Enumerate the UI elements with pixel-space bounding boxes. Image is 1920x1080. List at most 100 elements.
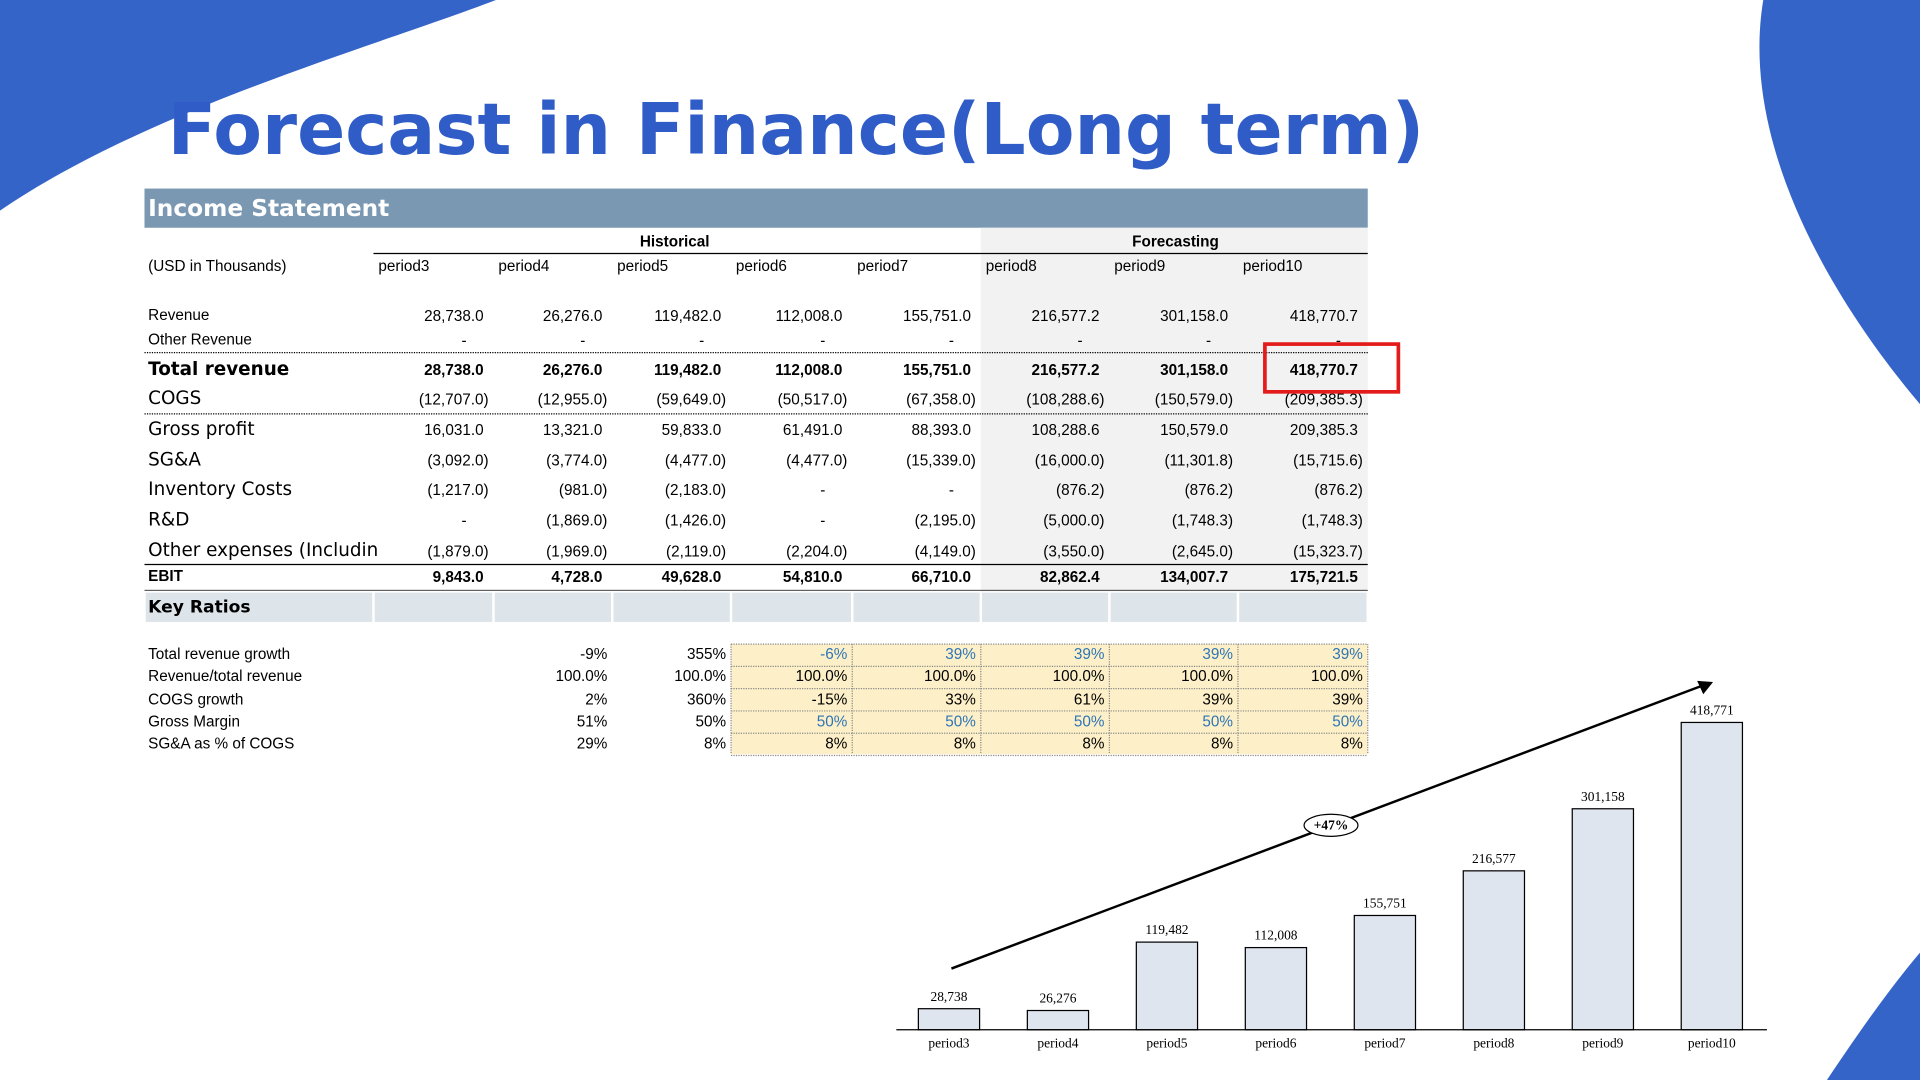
column-header: period8 [986,258,1037,275]
revenue-chart: 28,738 period3 26,276 period4 119,482 period5… [896,680,1767,1051]
ratio-cell: 360% [687,691,727,708]
ratio-cell: 50% [945,713,976,730]
ratio-cell: 100.0% [555,668,607,685]
bar [1244,946,1308,1031]
ratio-cell: 8% [825,736,848,753]
bar [1135,941,1199,1031]
ratio-cell: 33% [945,691,976,708]
cell: 418,770.7 [1290,308,1358,325]
ratio-cell: -6% [820,646,848,663]
cell: (1,217.0) [427,482,488,499]
ratio-cell: 39% [1074,646,1105,663]
ratio-cell: 50% [695,713,726,730]
ratio-cell: 100.0% [795,668,847,685]
ratio-cell: -15% [812,691,848,708]
ratio-cell: 61% [1074,691,1105,708]
table-title: Income Statement [148,195,389,222]
cell: 155,751.0 [903,308,971,325]
cell: 26,276.0 [543,308,603,325]
cell: - [462,513,467,530]
data-label: 112,008 [1254,928,1297,943]
ratio-cell: 8% [1341,736,1364,753]
row-label: Inventory Costs [148,479,292,500]
cell: 301,158.0 [1160,308,1228,325]
bar [1462,870,1526,1031]
ratio-cell: -9% [580,646,608,663]
cell: 61,491.0 [783,422,843,439]
ratio-cell: 100.0% [1311,668,1363,685]
cell: (3,550.0) [1043,543,1104,560]
data-label: 301,158 [1581,789,1625,804]
cell: - [1206,333,1211,350]
cell: 66,710.0 [911,569,971,586]
cell: (876.2) [1185,482,1233,499]
cell: (59,649.0) [656,391,726,408]
bar [1571,808,1635,1031]
cell: (1,748.3) [1302,513,1363,530]
ratio-label: SG&A as % of COGS [148,736,294,753]
cell: 16,031.0 [424,422,484,439]
cell: 175,721.5 [1290,569,1359,586]
bar [1026,1009,1090,1031]
ratio-cell: 100.0% [1053,668,1105,685]
row-label: SG&A [148,449,201,470]
ratio-cell: 8% [1211,736,1234,753]
cell: (1,869.0) [546,513,607,530]
cell: 28,738.0 [424,308,484,325]
cell: (4,477.0) [665,453,726,470]
ratio-cell: 100.0% [674,668,726,685]
cell: 4,728.0 [551,569,602,586]
cell: (3,774.0) [546,453,607,470]
column-header: period3 [378,258,429,275]
cell: 112,008.0 [775,362,842,379]
cell: (15,715.6) [1293,453,1363,470]
data-label: 155,751 [1363,896,1407,911]
cell: 59,833.0 [662,422,722,439]
cell: (2,645.0) [1172,543,1233,560]
cell: (12,707.0) [419,391,489,408]
category-label: period8 [1473,1036,1514,1051]
annotation-badge [1303,813,1359,837]
cell: 28,738.0 [424,362,484,379]
data-label: 119,482 [1145,922,1188,937]
cell: (3,092.0) [427,453,488,470]
forecast-cells [731,644,1368,755]
row-label: EBIT [148,568,183,585]
ratio-cell: 8% [704,736,727,753]
table-header-bar [144,188,1368,228]
decor-right [1759,0,1920,405]
ratio-cell: 2% [585,691,608,708]
cell: 119,482.0 [654,362,721,379]
cell: 82,862.4 [1040,569,1100,586]
cell: (4,477.0) [786,453,847,470]
cell: (2,195.0) [915,513,976,530]
data-label: 28,738 [930,989,967,1004]
cell: - [1077,333,1082,350]
ratio-cell: 39% [1202,646,1233,663]
cell: 155,751.0 [903,362,971,379]
ratio-label: COGS growth [148,691,243,708]
ratios-header-cell [1110,592,1237,623]
ratio-cell: 355% [687,646,727,663]
cell: (876.2) [1314,482,1362,499]
category-label: period4 [1037,1036,1078,1051]
data-label: 26,276 [1039,991,1076,1006]
column-header: period10 [1243,258,1303,275]
ratio-cell: 39% [1202,691,1233,708]
cell: 9,843.0 [433,569,484,586]
cell: (15,323.7) [1293,543,1363,560]
ratios-header-cell [732,592,852,623]
group-header: Historical [640,233,710,250]
cell: (67,358.0) [906,391,976,408]
row-label: Other expenses (Includin [148,540,378,561]
cell: - [820,333,825,350]
data-label: 216,577 [1472,851,1516,866]
cell: (50,517.0) [778,391,848,408]
cell: 216,577.2 [1032,308,1100,325]
category-label: period6 [1255,1036,1296,1051]
cell: - [820,513,825,530]
bar [1353,914,1417,1031]
cell: - [580,333,585,350]
cell: (2,204.0) [786,543,847,560]
ratio-cell: 100.0% [1181,668,1233,685]
